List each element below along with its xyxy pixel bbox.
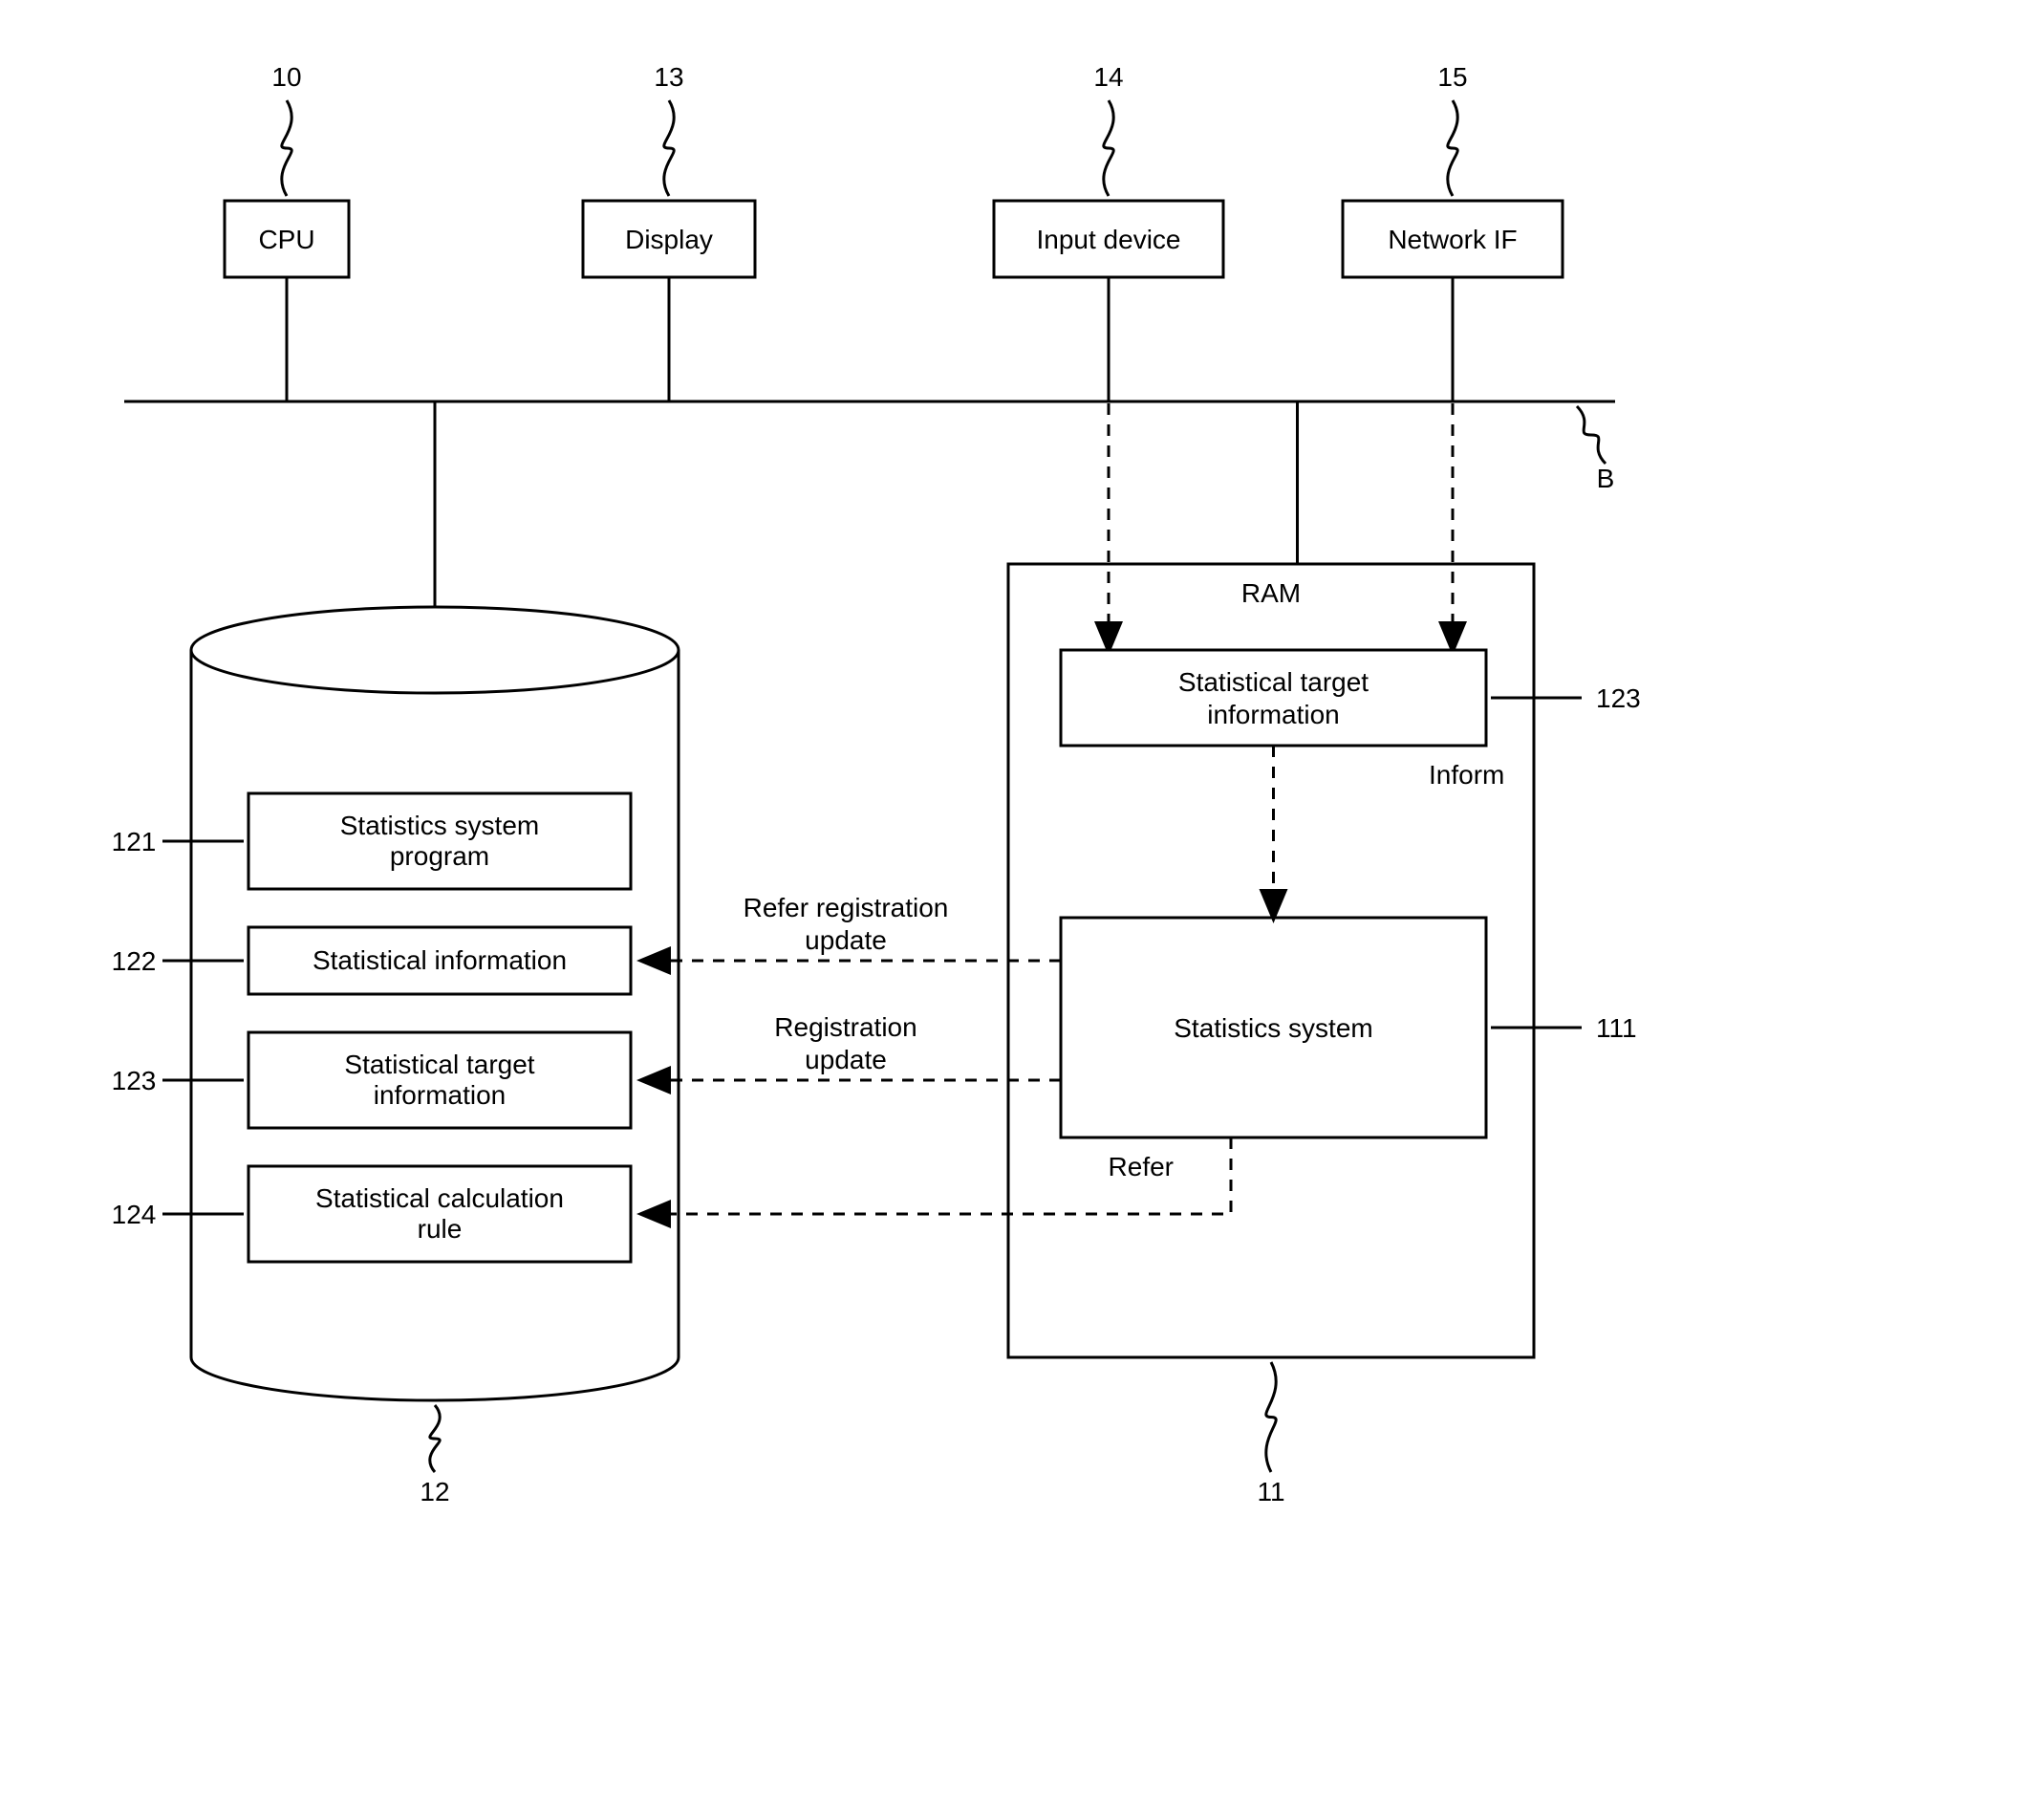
ram-target-label: Statistical target [1178, 667, 1369, 697]
ram-target-ref: 123 [1596, 683, 1641, 713]
statinfo-ref: 122 [112, 946, 157, 976]
cpu-ref: 10 [271, 62, 301, 92]
ram-target-box [1061, 650, 1486, 746]
target-label: Statistical target [344, 1050, 534, 1079]
network-label: Network IF [1388, 225, 1517, 254]
display-ref: 13 [654, 62, 683, 92]
target-ref: 123 [112, 1066, 157, 1095]
inform-label: Inform [1429, 760, 1504, 790]
reg-update-label2: update [805, 1045, 887, 1074]
bus-label: B [1597, 464, 1615, 493]
prog-label: program [390, 841, 489, 871]
refer-reg-update-label: Refer registration [744, 893, 949, 922]
reg-update-label: Registration [774, 1012, 916, 1042]
prog-ref: 121 [112, 827, 157, 856]
cpu-label: CPU [258, 225, 314, 254]
input-ref: 14 [1093, 62, 1123, 92]
refer-label: Refer [1109, 1152, 1174, 1181]
cylinder-ref: 12 [420, 1477, 449, 1506]
ram-target-label: information [1207, 700, 1340, 729]
refer-reg-update-label2: update [805, 925, 887, 955]
network-ref: 15 [1437, 62, 1467, 92]
prog-label: Statistics system [340, 811, 539, 840]
calcrule-label: rule [418, 1214, 463, 1244]
input-label: Input device [1037, 225, 1181, 254]
calcrule-ref: 124 [112, 1200, 157, 1229]
ram-label: RAM [1241, 578, 1301, 608]
ram-stats-label: Statistics system [1174, 1013, 1372, 1043]
ram-stats-ref: 111 [1596, 1013, 1637, 1043]
display-label: Display [625, 225, 713, 254]
calcrule-label: Statistical calculation [315, 1183, 564, 1213]
statinfo-label: Statistical information [313, 945, 567, 975]
ram-ref: 11 [1257, 1477, 1284, 1506]
target-label: information [374, 1080, 507, 1110]
